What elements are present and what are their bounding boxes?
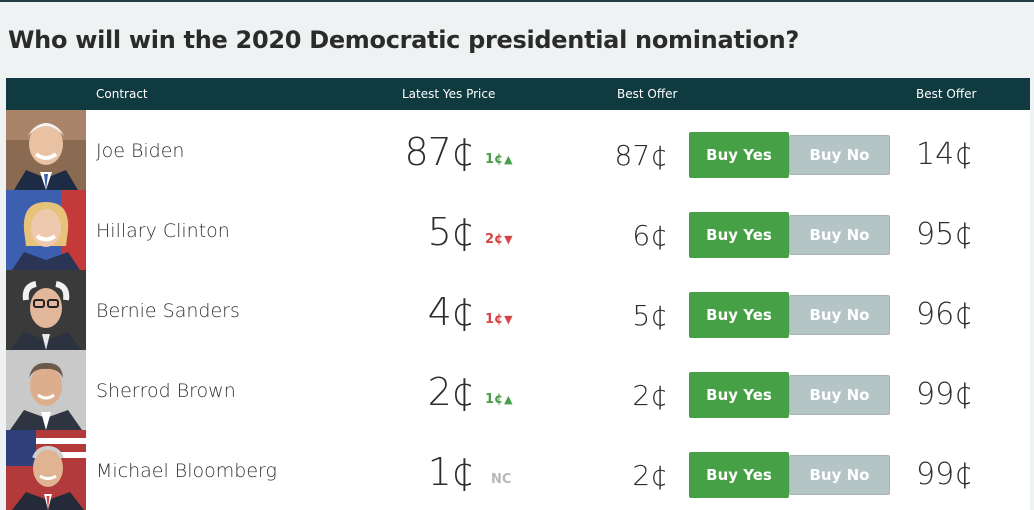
latest-yes-price: 2¢ (427, 370, 475, 414)
best-offer-no: 99¢ (916, 457, 974, 492)
price-change: NC (491, 472, 511, 487)
table-row: Sherrod Brown 2¢ 1¢▲ 2¢ Buy Yes Buy No 9… (6, 350, 1030, 430)
price-change-value: 1¢ (485, 152, 504, 167)
best-offer-yes: 6¢ (632, 219, 668, 252)
price-change: 1¢▲ (485, 152, 513, 167)
arrow-down-icon: ▼ (504, 313, 513, 326)
arrow-up-icon: ▲ (504, 393, 513, 406)
header-best-offer-yes: Best Offer (617, 87, 678, 101)
avatar (6, 350, 86, 430)
table-row: Joe Biden 87¢ 1¢▲ 87¢ Buy Yes Buy No 14¢ (6, 110, 1030, 190)
buy-yes-button[interactable]: Buy Yes (689, 292, 789, 338)
latest-yes-price: 1¢ (427, 450, 475, 494)
buy-yes-button[interactable]: Buy Yes (689, 132, 789, 178)
price-change-value: 1¢ (485, 312, 504, 327)
contracts-table: Joe Biden 87¢ 1¢▲ 87¢ Buy Yes Buy No 14¢… (6, 110, 1030, 510)
price-change-value: 1¢ (485, 392, 504, 407)
best-offer-no: 14¢ (916, 137, 974, 172)
latest-yes-price: 4¢ (427, 290, 475, 334)
buy-no-button[interactable]: Buy No (789, 295, 890, 335)
buy-yes-button[interactable]: Buy Yes (689, 212, 789, 258)
best-offer-yes: 5¢ (632, 299, 668, 332)
contract-name: Bernie Sanders (96, 300, 240, 322)
arrow-down-icon: ▼ (504, 233, 513, 246)
buy-yes-button[interactable]: Buy Yes (689, 452, 789, 498)
best-offer-yes: 87¢ (614, 139, 668, 172)
table-row: Bernie Sanders 4¢ 1¢▼ 5¢ Buy Yes Buy No … (6, 270, 1030, 350)
avatar (6, 430, 86, 510)
best-offer-no: 99¢ (916, 377, 974, 412)
arrow-up-icon: ▲ (504, 153, 513, 166)
buy-no-button[interactable]: Buy No (789, 215, 890, 255)
contract-name: Michael Bloomberg (96, 460, 277, 482)
price-change: 1¢▼ (485, 312, 513, 327)
header-latest-yes-price: Latest Yes Price (402, 87, 496, 101)
avatar (6, 270, 86, 350)
buy-no-button[interactable]: Buy No (789, 375, 890, 415)
latest-yes-price: 87¢ (404, 130, 475, 174)
avatar (6, 190, 86, 270)
page-title: Who will win the 2020 Democratic preside… (8, 26, 800, 54)
avatar (6, 110, 86, 190)
latest-yes-price: 5¢ (427, 210, 475, 254)
price-change: 2¢▼ (485, 232, 513, 247)
table-header: Contract Latest Yes Price Best Offer Bes… (6, 78, 1030, 110)
buy-yes-button[interactable]: Buy Yes (689, 372, 789, 418)
table-row: Michael Bloomberg 1¢ NC 2¢ Buy Yes Buy N… (6, 430, 1030, 510)
best-offer-yes: 2¢ (632, 459, 668, 492)
buy-no-button[interactable]: Buy No (789, 455, 890, 495)
price-change-value: NC (491, 472, 512, 487)
buy-no-button[interactable]: Buy No (789, 135, 890, 175)
header-contract: Contract (96, 87, 148, 101)
best-offer-yes: 2¢ (632, 379, 668, 412)
top-border (0, 0, 1034, 2)
table-row: Hillary Clinton 5¢ 2¢▼ 6¢ Buy Yes Buy No… (6, 190, 1030, 270)
contract-name: Joe Biden (96, 140, 185, 162)
best-offer-no: 96¢ (916, 297, 974, 332)
price-change-value: 2¢ (485, 232, 504, 247)
price-change: 1¢▲ (485, 392, 513, 407)
best-offer-no: 95¢ (916, 217, 974, 252)
contract-name: Sherrod Brown (96, 380, 236, 402)
contract-name: Hillary Clinton (96, 220, 230, 242)
header-best-offer-no: Best Offer (916, 87, 977, 101)
